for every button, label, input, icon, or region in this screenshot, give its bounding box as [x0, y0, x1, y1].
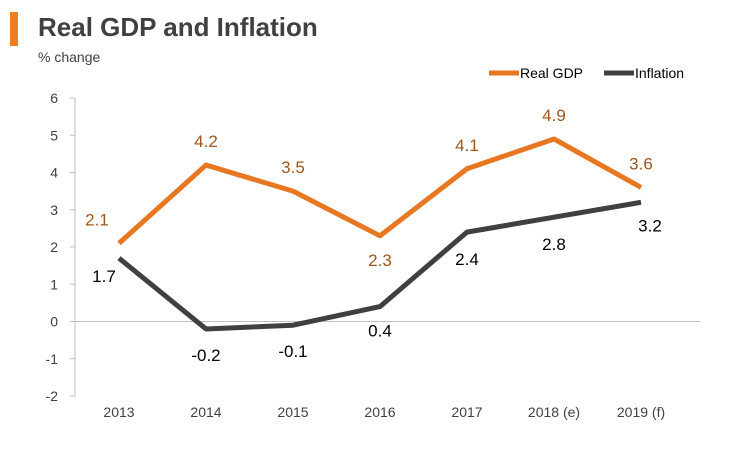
y-tick-label: 3	[50, 202, 58, 218]
x-tick-label: 2013	[103, 404, 134, 420]
real-gdp-data-label: 2.3	[368, 251, 392, 270]
inflation-data-label: -0.1	[278, 342, 307, 361]
real-gdp-data-label: 4.1	[455, 136, 479, 155]
y-tick-label: 4	[50, 165, 58, 181]
legend-real-gdp-label: Real GDP	[520, 65, 583, 81]
real-gdp-data-label: 3.6	[629, 154, 653, 173]
x-tick-label: 2014	[190, 404, 221, 420]
inflation-data-label: 0.4	[368, 322, 392, 341]
y-tick-label: 1	[50, 276, 58, 292]
real-gdp-data-label: 2.1	[85, 210, 109, 229]
x-tick-label: 2017	[451, 404, 482, 420]
y-tick-label: 6	[50, 90, 58, 106]
x-tick-label: 2016	[364, 404, 395, 420]
legend-inflation-label: Inflation	[635, 65, 684, 81]
x-tick-label: 2019 (f)	[617, 404, 665, 420]
y-tick-label: -2	[46, 388, 59, 404]
inflation-data-label: 1.7	[92, 267, 116, 286]
inflation-line	[117, 199, 642, 332]
x-tick-label: 2015	[277, 404, 308, 420]
inflation-data-label: -0.2	[191, 346, 220, 365]
title-accent-bar	[10, 12, 18, 46]
inflation-data-label: 2.4	[455, 250, 479, 269]
y-tick-label: 0	[50, 314, 58, 330]
real-gdp-data-label: 3.5	[281, 158, 305, 177]
y-tick-label: 2	[50, 239, 58, 255]
y-tick-label: -1	[46, 351, 59, 367]
y-axis-unit-label: % change	[38, 49, 101, 65]
y-tick-label: 5	[50, 127, 58, 143]
x-tick-label: 2018 (e)	[528, 404, 580, 420]
real-gdp-data-label: 4.9	[542, 106, 566, 125]
real-gdp-line	[117, 136, 643, 246]
inflation-data-label: 3.2	[638, 216, 662, 235]
chart-title: Real GDP and Inflation	[38, 12, 318, 42]
real-gdp-data-label: 4.2	[194, 132, 218, 151]
inflation-data-label: 2.8	[542, 235, 566, 254]
